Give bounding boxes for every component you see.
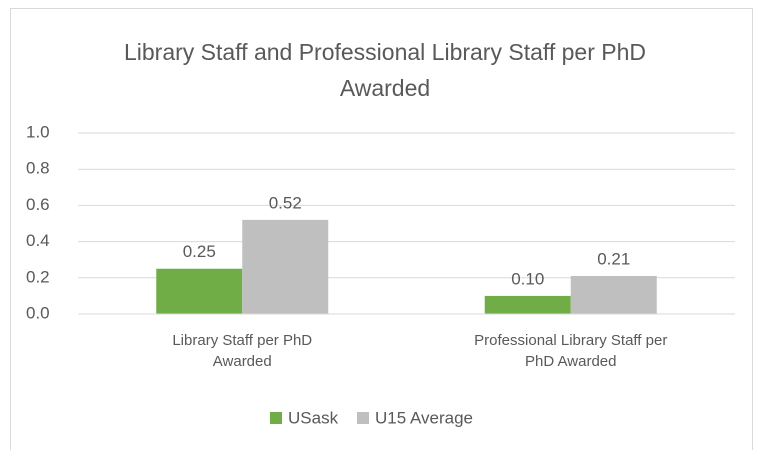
data-label: 0.21 xyxy=(597,249,630,268)
y-tick-label: 0.2 xyxy=(26,267,50,286)
y-tick-label: 0.6 xyxy=(26,195,50,214)
y-tick-label: 0.0 xyxy=(26,303,50,322)
bar xyxy=(484,295,571,314)
y-tick-label: 0.8 xyxy=(26,159,50,178)
legend-swatch xyxy=(357,412,369,424)
x-tick-label: Library Staff per PhD Awarded xyxy=(172,332,313,370)
chart-title: Library Staff and Professional Library S… xyxy=(123,39,647,101)
y-tick-label: 0.4 xyxy=(26,231,50,250)
data-label: 0.52 xyxy=(269,193,302,212)
legend-label: U15 Average xyxy=(375,408,473,427)
bar xyxy=(570,275,657,314)
legend-swatch xyxy=(270,412,282,424)
y-tick-label: 1.0 xyxy=(26,122,50,141)
chart-border xyxy=(10,8,753,450)
bar xyxy=(242,219,329,314)
bar xyxy=(156,268,243,314)
legend-label: USask xyxy=(288,408,339,427)
data-label: 0.25 xyxy=(183,242,216,261)
x-tick-label: Professional Library Staff per PhD Award… xyxy=(474,332,668,370)
data-label: 0.10 xyxy=(511,269,544,288)
